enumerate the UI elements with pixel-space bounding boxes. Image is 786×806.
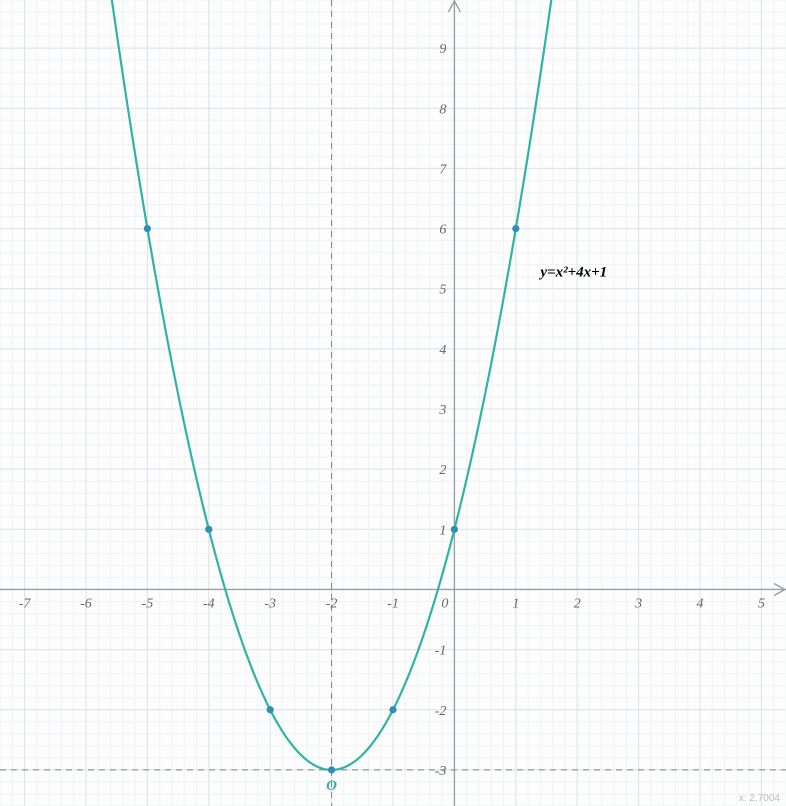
vertex-origin-label: O	[326, 778, 337, 794]
data-point	[512, 225, 519, 232]
svg-text:5: 5	[439, 283, 446, 298]
svg-text:-2: -2	[435, 704, 447, 719]
cursor-readout: x: 2.7004	[739, 793, 780, 804]
svg-text:1: 1	[439, 523, 446, 538]
svg-text:4: 4	[439, 343, 446, 358]
svg-text:9: 9	[439, 42, 446, 57]
data-point	[389, 706, 396, 713]
svg-text:5: 5	[758, 596, 765, 611]
data-point	[205, 526, 212, 533]
svg-text:7: 7	[439, 162, 447, 177]
equation-label: y=x²+4x+1	[538, 265, 607, 281]
svg-text:3: 3	[634, 596, 642, 611]
data-point	[144, 225, 151, 232]
svg-text:4: 4	[697, 596, 704, 611]
data-point	[451, 526, 458, 533]
svg-text:-7: -7	[19, 596, 32, 611]
svg-text:2: 2	[439, 463, 446, 478]
svg-text:-6: -6	[80, 596, 92, 611]
svg-text:0: 0	[441, 596, 448, 611]
axis-labels: -7 -6 -5 -4 -3 -2 -1 0 1 2 3 4 5 -3 -2 -1 1 2 3 4 5 6 7 8 9	[19, 42, 765, 779]
svg-text:-1: -1	[435, 644, 447, 659]
data-point	[267, 706, 274, 713]
svg-text:-4: -4	[203, 596, 215, 611]
grid-major	[0, 0, 786, 806]
svg-text:-3: -3	[264, 596, 276, 611]
svg-text:-2: -2	[326, 596, 338, 611]
svg-text:1: 1	[512, 596, 519, 611]
svg-text:-1: -1	[387, 596, 399, 611]
chart-canvas: -7 -6 -5 -4 -3 -2 -1 0 1 2 3 4 5 -3 -2 -1 1 2 3 4 5 6 7 8 9 y=x²+…	[0, 0, 786, 806]
svg-text:3: 3	[438, 403, 446, 418]
svg-text:-5: -5	[142, 596, 154, 611]
svg-text:-3: -3	[435, 764, 447, 779]
svg-text:6: 6	[439, 223, 446, 238]
data-point	[328, 766, 335, 773]
svg-text:2: 2	[574, 596, 581, 611]
svg-text:8: 8	[439, 102, 446, 117]
